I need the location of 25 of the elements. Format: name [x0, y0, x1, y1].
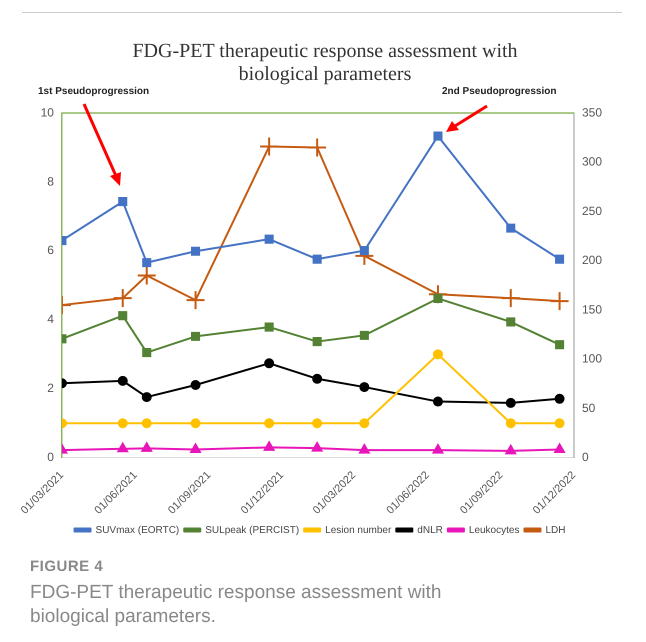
y2-tick-label: 350 [582, 105, 602, 120]
y2-tick-label: 200 [582, 253, 602, 268]
legend-label: LDH [545, 524, 566, 536]
y2-tick-label: 250 [582, 204, 602, 218]
legend-label: Lesion number [325, 524, 392, 536]
y-tick-label: 0 [47, 450, 54, 464]
legend-label: SUVmax (EORTC) [96, 524, 180, 536]
text: 2nd Pseudoprogression [442, 86, 556, 97]
caption: FIGURE 4 [30, 558, 104, 575]
y-tick-label: 10 [40, 105, 54, 120]
y2-tick-label: 50 [582, 400, 596, 415]
text: 1st Pseudoprogression [38, 86, 150, 97]
y2-tick-label: 100 [582, 352, 602, 366]
chart-title: FDG-PET therapeutic response assessment with biological parameters [131, 40, 519, 86]
y-tick-label: 2 [47, 381, 54, 396]
y-tick-label: 8 [47, 174, 54, 188]
legend-label: dNLR [417, 524, 443, 536]
y-tick-label: 6 [47, 243, 54, 258]
y2-tick-label: 300 [582, 154, 602, 169]
y-tick-label: 4 [47, 312, 54, 326]
text: FDG-PET therapeutic response assessment with biological parameters. [30, 581, 442, 629]
legend-label: Leukocytes [468, 524, 520, 536]
y2-tick-label: 0 [582, 450, 589, 464]
legend-label: SULpeak (PERCIST) [205, 524, 300, 536]
y2-tick-label: 150 [582, 302, 602, 316]
